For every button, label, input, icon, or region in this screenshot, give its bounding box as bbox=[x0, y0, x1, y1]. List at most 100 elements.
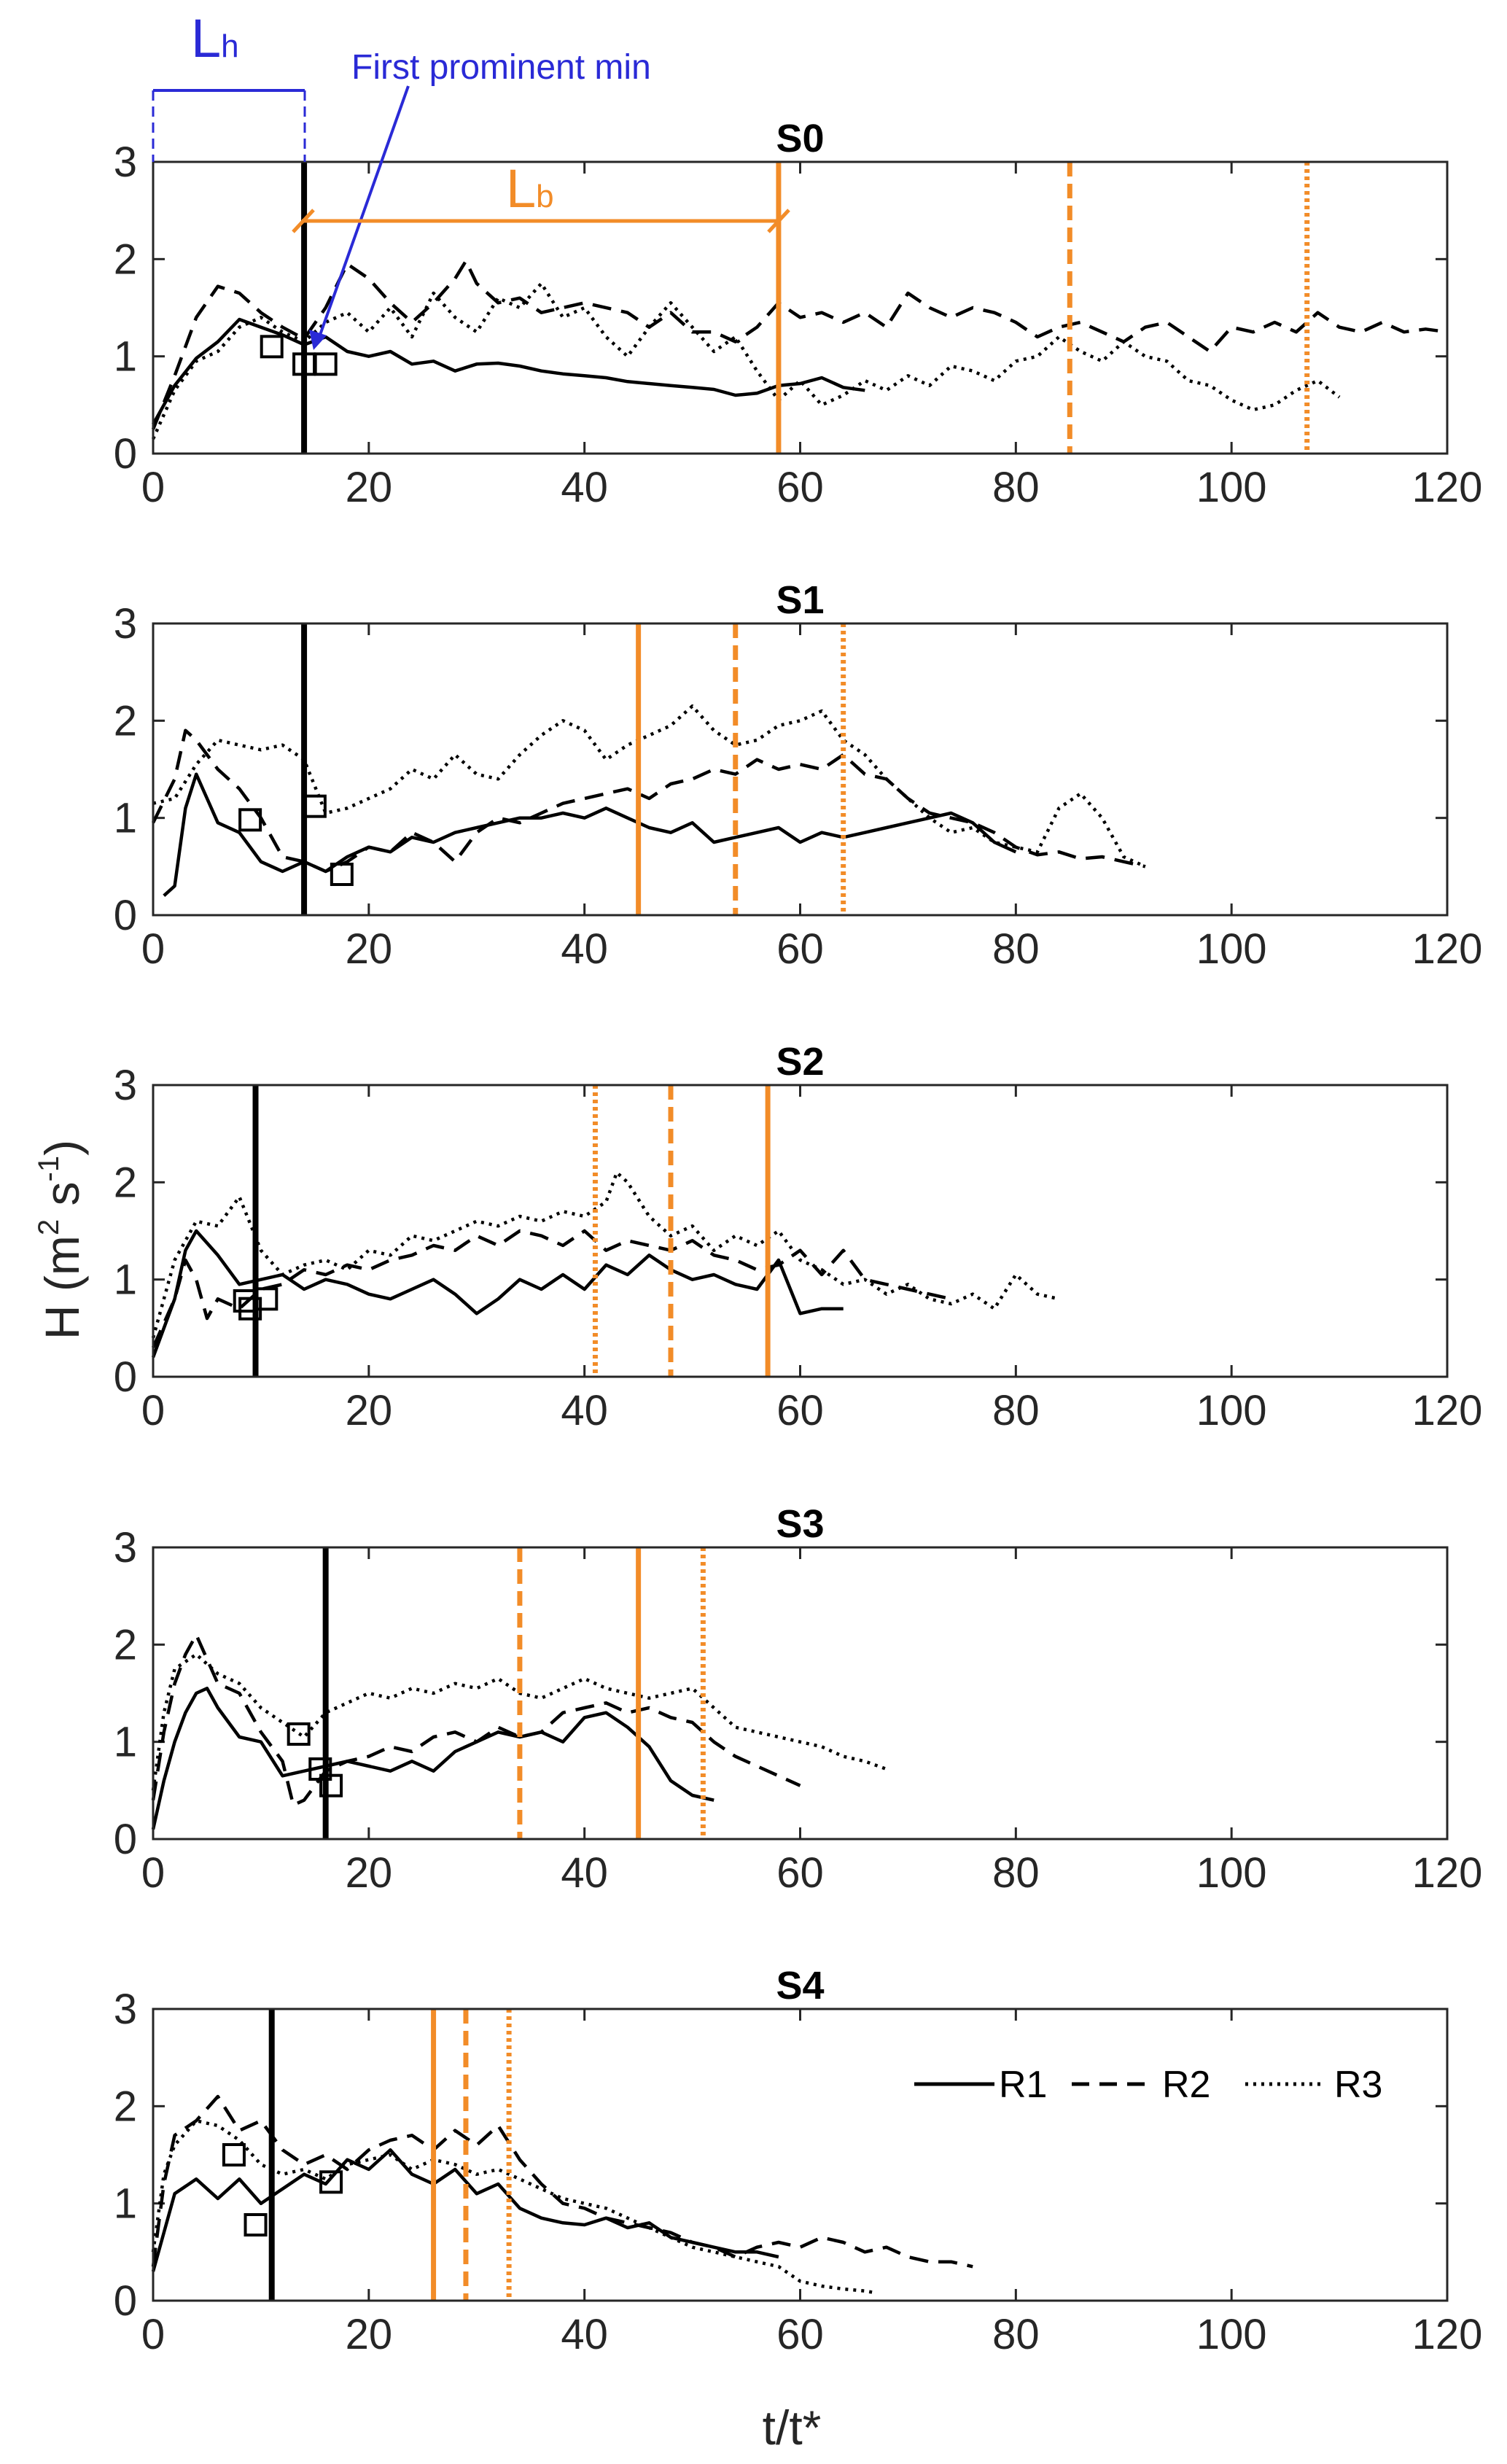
y-tick-label: 2 bbox=[114, 1621, 137, 1668]
lh-label: Lh bbox=[191, 8, 239, 69]
y-axis-label: H (m2 s-1) bbox=[33, 1140, 89, 1340]
plot-frame bbox=[152, 1546, 1449, 1841]
min-marker-square bbox=[233, 1289, 257, 1313]
legend: R1 R2 R3 bbox=[914, 2064, 1382, 2106]
panel-s0: S0 0 1 2 3 0 20 40 60 80 100 120 bbox=[114, 117, 1483, 511]
x-tick-label: 100 bbox=[1196, 2311, 1267, 2358]
min-marker-square bbox=[314, 352, 338, 376]
panel-s3: S3 0 1 2 3 0 20 40 60 80 100 120 bbox=[114, 1502, 1483, 1897]
series-line-r1 bbox=[163, 772, 1017, 897]
x-tick-label: 0 bbox=[141, 1849, 165, 1897]
chart-annotations: Lh First prominent min Lb bbox=[152, 8, 790, 350]
first-min-arrowhead bbox=[309, 330, 327, 350]
x-tick-label: 20 bbox=[346, 464, 393, 511]
y-tick-label: 3 bbox=[114, 1062, 137, 1109]
series-line-r2 bbox=[151, 259, 1448, 430]
panel-s2: S2 0 1 2 3 0 20 40 60 80 100 120 bbox=[114, 1040, 1483, 1434]
first-min-arrow bbox=[318, 85, 410, 338]
y-tick-label: 1 bbox=[114, 1719, 137, 1766]
x-tick-label: 120 bbox=[1412, 1849, 1483, 1897]
series-line-r3 bbox=[151, 281, 1341, 440]
x-tick-label: 80 bbox=[992, 2311, 1040, 2358]
x-tick-label: 40 bbox=[561, 464, 608, 511]
y-tick-label: 3 bbox=[114, 600, 137, 648]
legend-label-r1: R1 bbox=[999, 2064, 1047, 2106]
y-tick-label: 2 bbox=[114, 2083, 137, 2130]
x-tick-label: 60 bbox=[776, 925, 824, 973]
x-tick-label: 0 bbox=[141, 464, 165, 511]
panel-s4: S4 0 1 2 3 0 20 40 60 80 100 120 bbox=[114, 1964, 1483, 2358]
series-line-r1 bbox=[151, 1687, 714, 1830]
min-marker-square bbox=[238, 808, 262, 832]
x-tick-label: 20 bbox=[346, 1849, 393, 1897]
y-tick-label: 3 bbox=[114, 1986, 137, 2033]
x-tick-label: 20 bbox=[346, 925, 393, 973]
panel-title: S3 bbox=[776, 1502, 824, 1546]
lb-tick-right bbox=[767, 209, 790, 233]
min-marker-square bbox=[319, 2170, 343, 2194]
series-line-r1 bbox=[152, 317, 865, 426]
x-tick-label: 40 bbox=[561, 1387, 608, 1434]
x-tick-label: 100 bbox=[1196, 1849, 1267, 1897]
series-line-r3 bbox=[151, 2119, 876, 2295]
x-tick-label: 0 bbox=[141, 925, 165, 973]
y-tick-label: 3 bbox=[114, 1524, 137, 1571]
x-tick-label: 0 bbox=[141, 2311, 165, 2358]
panel-title: S1 bbox=[776, 578, 824, 622]
plot-frame bbox=[152, 1084, 1449, 1378]
y-tick-label: 0 bbox=[114, 430, 137, 478]
y-tick-label: 0 bbox=[114, 892, 137, 939]
panel-title: S2 bbox=[776, 1040, 824, 1084]
x-tick-label: 100 bbox=[1196, 464, 1267, 511]
x-tick-label: 0 bbox=[141, 1387, 165, 1434]
x-tick-label: 120 bbox=[1412, 925, 1483, 973]
y-tick-label: 2 bbox=[114, 697, 137, 745]
min-marker-square bbox=[244, 2213, 268, 2236]
panel-title: S0 bbox=[776, 117, 824, 160]
x-tick-label: 40 bbox=[561, 2311, 608, 2358]
x-tick-label: 60 bbox=[776, 464, 824, 511]
x-tick-label: 120 bbox=[1412, 2311, 1483, 2358]
y-tick-label: 0 bbox=[114, 1816, 137, 1863]
min-marker-square bbox=[254, 1287, 279, 1311]
x-tick-label: 60 bbox=[776, 2311, 824, 2358]
min-marker-square bbox=[222, 2143, 246, 2166]
y-tick-label: 0 bbox=[114, 2277, 137, 2325]
first-min-label: First prominent min bbox=[351, 48, 651, 87]
min-marker-square bbox=[303, 794, 327, 818]
x-tick-label: 60 bbox=[776, 1387, 824, 1434]
x-tick-label: 120 bbox=[1412, 1387, 1483, 1434]
series-line-r2 bbox=[151, 728, 1146, 874]
x-tick-label: 20 bbox=[346, 1387, 393, 1434]
lb-tick-left bbox=[292, 209, 315, 233]
x-tick-label: 120 bbox=[1412, 464, 1483, 511]
y-tick-label: 2 bbox=[114, 1159, 137, 1206]
plot-frame bbox=[152, 622, 1449, 917]
panel-s1: S1 0 1 2 3 0 20 40 60 80 100 120 bbox=[114, 578, 1483, 973]
x-axis-label: t/t* bbox=[763, 2401, 822, 2455]
x-tick-label: 80 bbox=[992, 925, 1040, 973]
min-marker-square bbox=[330, 863, 354, 886]
y-tick-label: 3 bbox=[114, 139, 137, 186]
y-tick-label: 2 bbox=[114, 236, 137, 283]
y-tick-label: 1 bbox=[114, 795, 137, 842]
plot-frame bbox=[152, 2008, 1449, 2302]
x-tick-label: 80 bbox=[992, 464, 1040, 511]
min-marker-square bbox=[319, 1773, 343, 1798]
x-tick-label: 40 bbox=[561, 925, 608, 973]
series-line-r2 bbox=[151, 1633, 801, 1807]
x-tick-label: 60 bbox=[776, 1849, 824, 1897]
series-line-r3 bbox=[151, 1652, 887, 1791]
y-tick-label: 1 bbox=[114, 333, 137, 381]
plot-frame bbox=[152, 160, 1449, 455]
x-tick-label: 40 bbox=[561, 1849, 608, 1897]
y-tick-label: 0 bbox=[114, 1353, 137, 1401]
legend-label-r3: R3 bbox=[1334, 2064, 1382, 2106]
min-marker-square bbox=[287, 1722, 311, 1746]
series-line-r3 bbox=[151, 1170, 1059, 1339]
min-marker-square bbox=[260, 335, 284, 359]
x-tick-label: 80 bbox=[992, 1387, 1040, 1434]
x-tick-label: 20 bbox=[346, 2311, 393, 2358]
